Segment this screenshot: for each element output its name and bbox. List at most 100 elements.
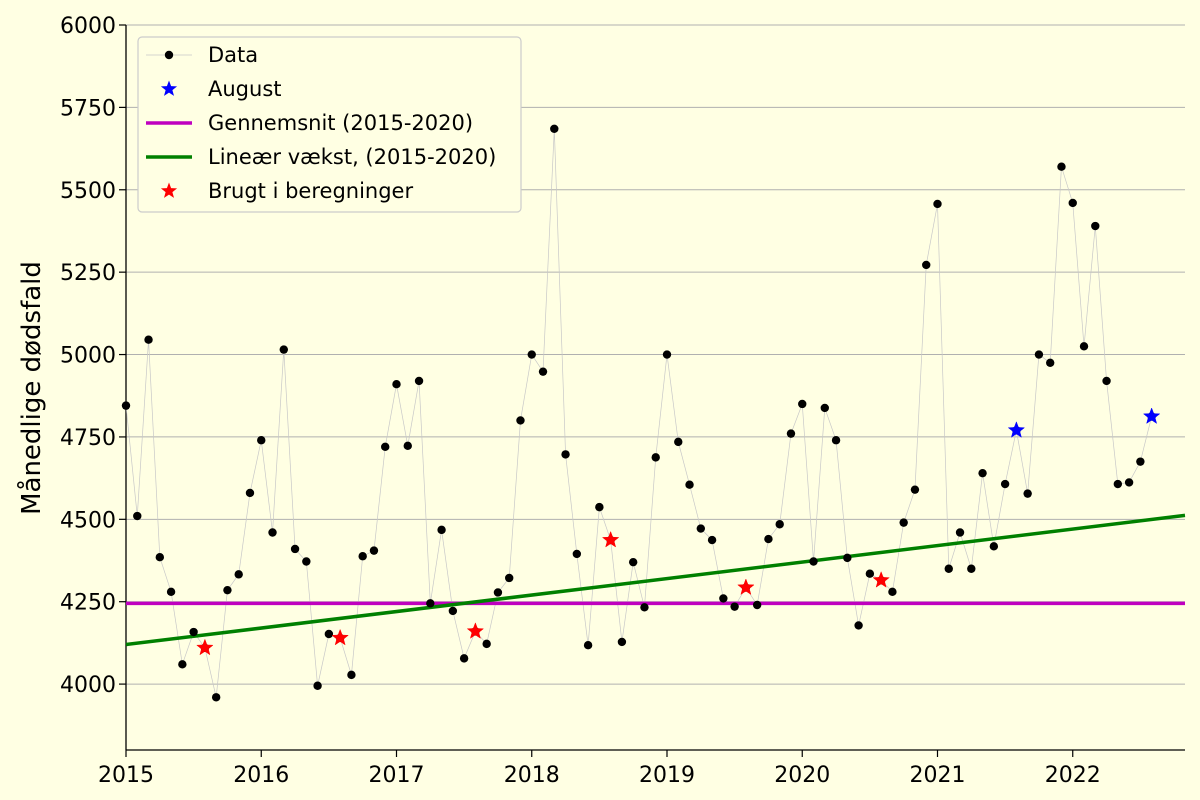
data-point [493,588,503,597]
data-point [358,552,367,561]
tick-labels: 4000 4250 4500 4750 5000 5250 5500 5750 6000 2015… [60,14,1101,788]
y-axis-label: Månedlige dødsfald [16,261,47,515]
calc-marker [872,571,890,588]
legend-label: Brugt i beregninger [208,179,413,203]
axes [119,24,1185,757]
data-point [730,602,739,611]
data-point [786,429,796,438]
data-point [752,600,762,610]
data-point [347,670,356,680]
legend-swatch-star [160,80,178,96]
legend-label: Lineær vækst, (2015-2020) [208,145,496,169]
data-point [764,534,773,544]
y-tick-label: 5750 [60,96,116,121]
data-point [324,629,334,639]
data-point [245,488,255,498]
data-point [144,335,153,344]
x-tick-label: 2020 [774,763,830,788]
y-tick-label: 4000 [60,673,116,698]
data-point [538,367,548,376]
data-point [437,525,446,535]
data-point [888,587,897,597]
data-point [1079,342,1089,351]
trend-line [125,513,1186,647]
y-tick-label: 5500 [60,179,116,204]
data-point [279,345,288,354]
calc-marker [737,578,755,595]
y-tick-label: 4500 [60,508,116,533]
data-point [820,403,829,413]
data-point [922,260,931,270]
data-point [121,401,131,410]
data-point [978,468,987,478]
august-marker [1142,407,1161,424]
data-point [1124,478,1134,487]
data-point [1102,376,1111,386]
calc-marker [601,530,620,548]
data-point [505,573,514,583]
data-point [290,544,300,554]
data-point [843,553,852,563]
data-point [166,587,176,597]
data-point [223,585,232,595]
data-point [1091,221,1100,231]
data-point [933,199,942,209]
data-point [798,399,807,409]
calc-marker [331,628,349,646]
data-point [1023,489,1032,498]
data-series-line [125,128,1152,698]
data-point [426,599,435,608]
data-point [967,564,976,573]
data-point [313,681,322,690]
data-point [696,524,706,533]
data-point [516,416,525,425]
data-point [392,380,401,389]
data-point [155,553,165,562]
x-tick-label: 2018 [504,763,560,788]
data-point [674,437,683,447]
x-tick-label: 2021 [909,763,965,788]
data-point [268,528,277,537]
legend-box [137,36,522,213]
x-tick-label: 2019 [639,763,695,788]
data-point [414,376,424,386]
data-point [651,453,660,462]
plot-area [121,124,1186,702]
data-point [550,124,559,134]
data-point [595,502,604,512]
august-marker [1007,421,1026,438]
data-point [640,603,649,612]
data-point [381,442,390,452]
data-point [1057,162,1066,171]
data-point [662,350,672,359]
data-point [211,693,221,702]
data-point [831,436,841,445]
y-tick-label: 4250 [60,591,116,616]
data-point [628,557,638,567]
data-point [944,564,953,573]
data-point [561,450,570,459]
data-point [809,557,818,566]
y-tick-label: 6000 [60,14,116,39]
data-point [133,511,142,521]
data-point [1068,198,1077,208]
y-tick-label: 4750 [60,426,116,451]
data-point [234,570,243,579]
data-point [910,485,920,494]
legend-label: August [208,77,282,101]
data-point [257,436,266,445]
calc-marker [466,622,485,639]
legend-swatch-dot [164,50,174,60]
data-point [403,441,412,451]
data-point [1046,358,1055,367]
data-point [955,528,965,537]
data-point [448,606,458,616]
data-point [1034,350,1044,359]
data-point [719,594,728,603]
data-point [617,637,627,647]
data-point [369,546,379,555]
data-point [685,480,694,489]
x-tick-label: 2017 [368,763,424,788]
data-point [482,639,491,649]
